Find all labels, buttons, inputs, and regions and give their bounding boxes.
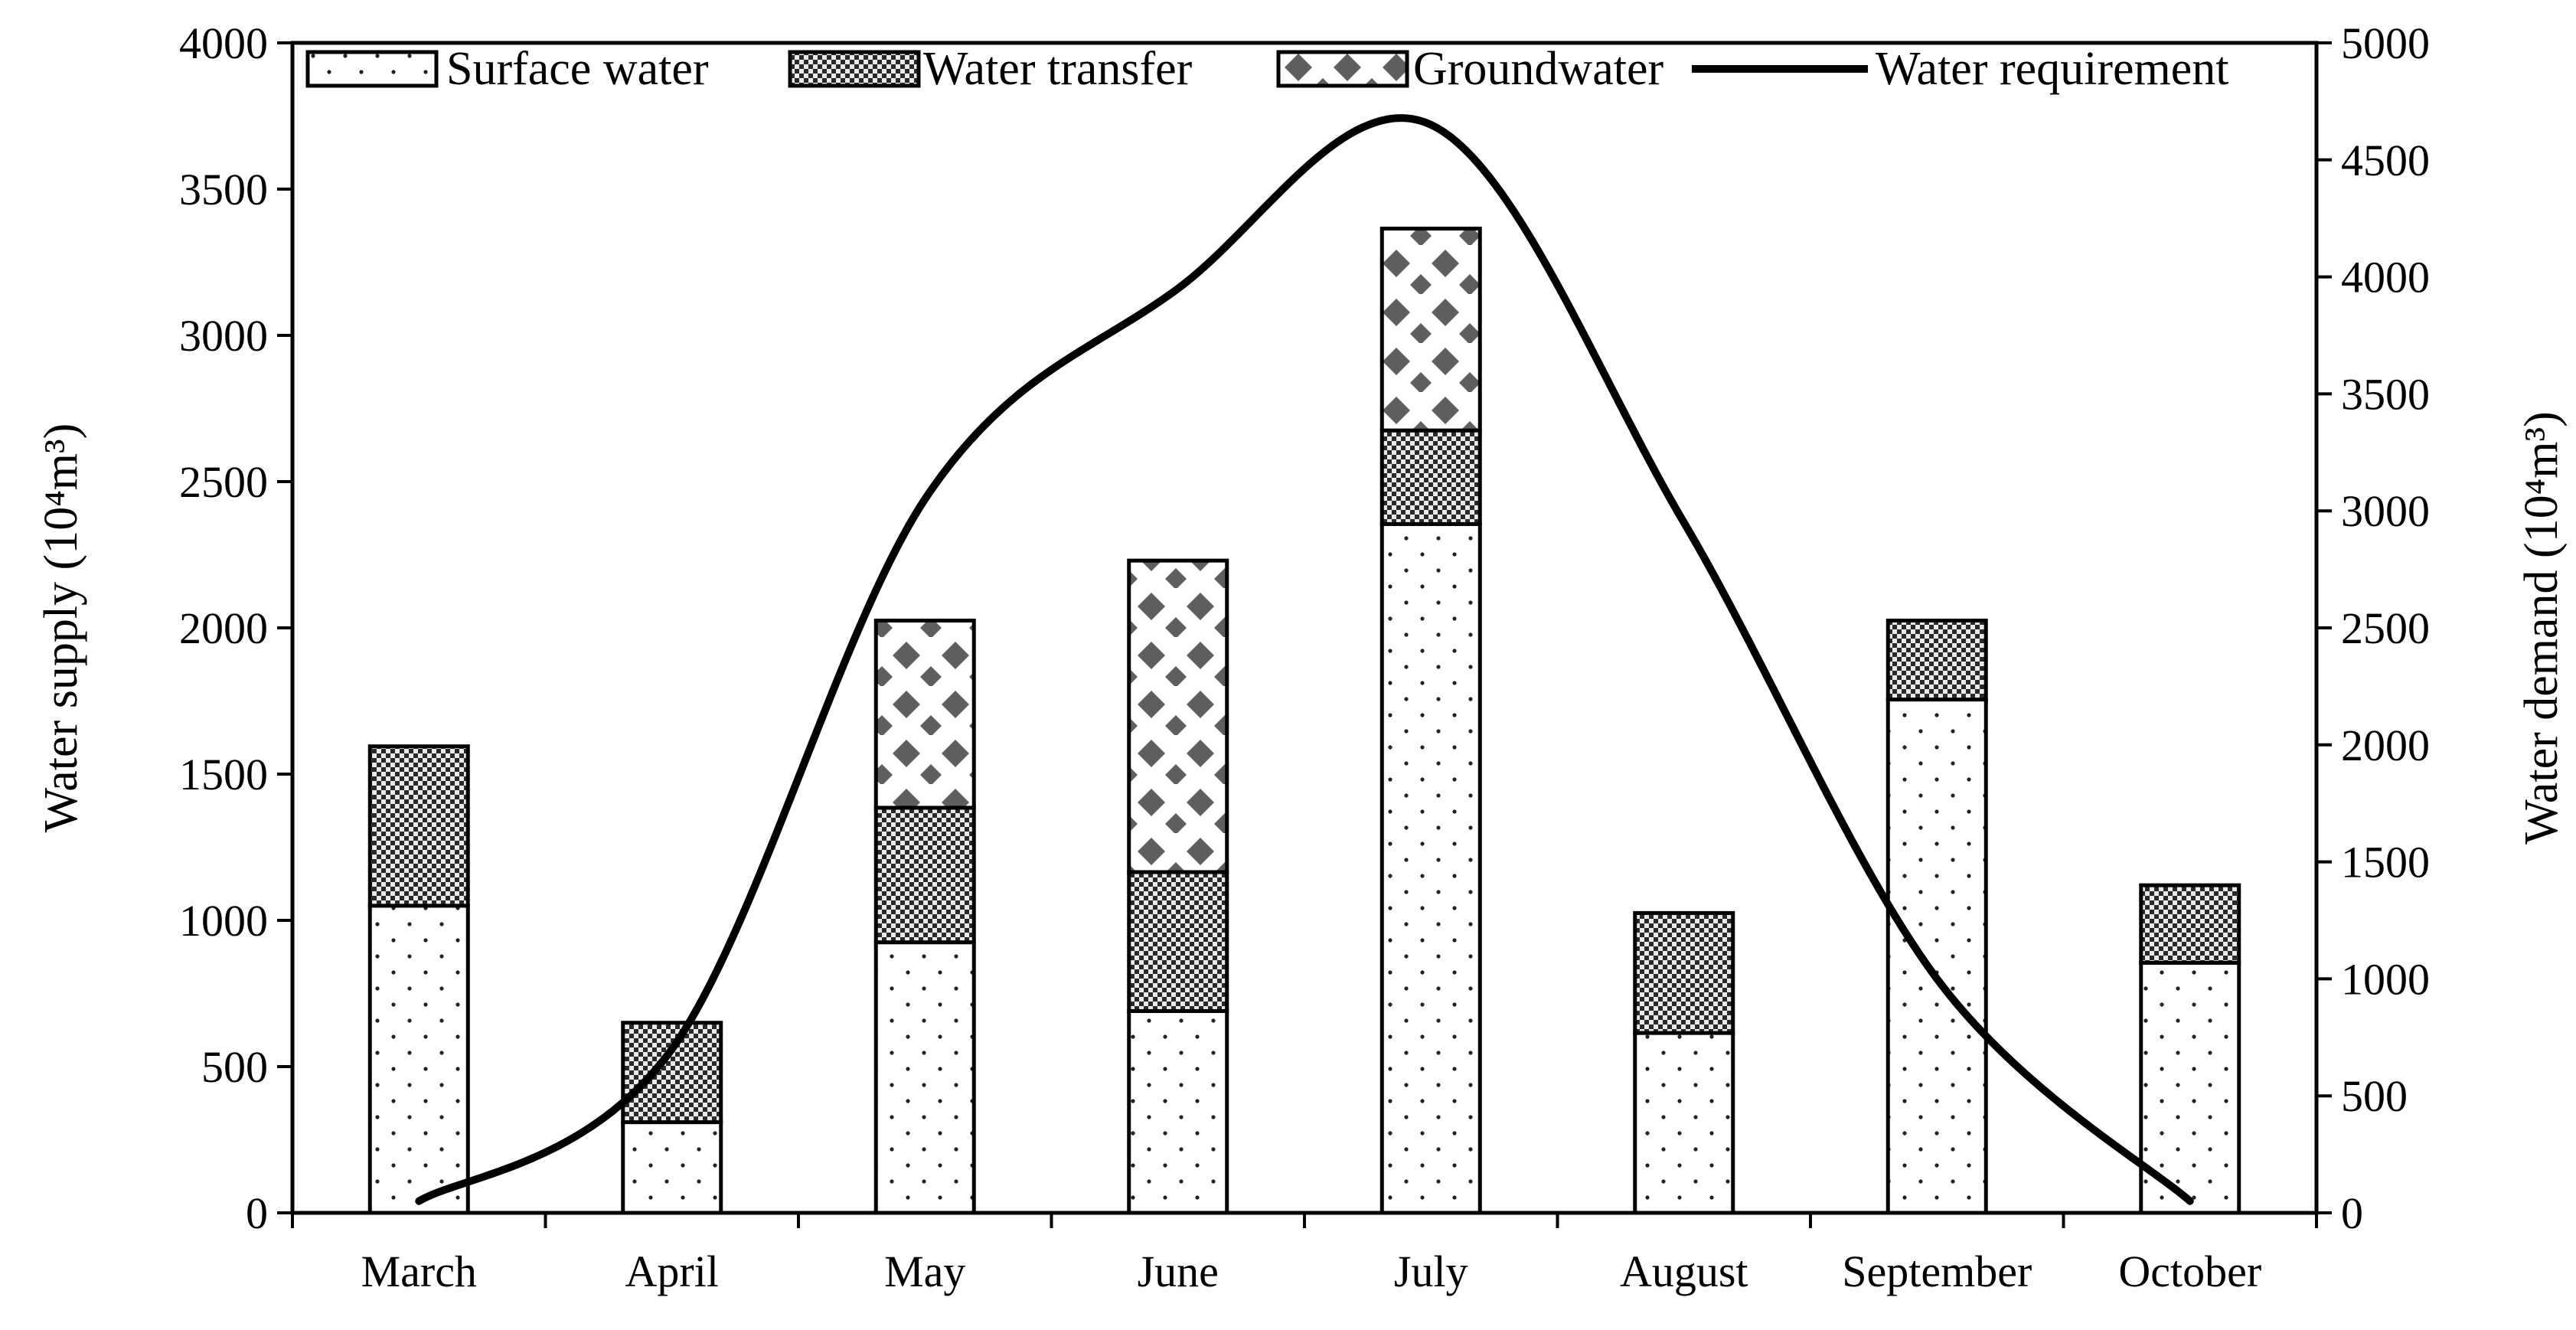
bar-surface-water-march bbox=[367, 904, 470, 1215]
right-axis-tick-label: 3500 bbox=[2341, 369, 2430, 419]
bar-surface-water-october bbox=[2139, 960, 2241, 1215]
left-axis-tick-label: 3500 bbox=[179, 165, 268, 214]
bar-surface-water-june bbox=[1127, 1008, 1229, 1215]
legend-swatch-groundwater bbox=[1276, 50, 1409, 88]
right-axis-title: Water demand (10⁴m³) bbox=[2516, 411, 2568, 844]
x-axis-label-march: March bbox=[361, 1247, 477, 1296]
bar-groundwater-july bbox=[1379, 227, 1482, 433]
bar-water-transfer-october bbox=[2139, 883, 2241, 965]
bar-water-transfer-april bbox=[621, 1021, 723, 1125]
left-axis-tick-label: 2500 bbox=[179, 457, 268, 507]
legend-label-water-requirement: Water requirement bbox=[1876, 43, 2229, 95]
bar-surface-water-august bbox=[1633, 1031, 1735, 1215]
axes-layer: 0 500 1000 1500 2000 2500 3000 3500 4000 0 500 1000… bbox=[179, 18, 2430, 1296]
left-axis-tick-label: 3000 bbox=[179, 311, 268, 361]
right-axis-tick-label: 4500 bbox=[2341, 136, 2430, 185]
bar-water-transfer-september bbox=[1885, 618, 1988, 702]
right-axis-tick-label: 1500 bbox=[2341, 838, 2430, 887]
bar-water-transfer-august bbox=[1633, 910, 1735, 1035]
legend-swatch-surface-water bbox=[305, 50, 439, 88]
right-axis-tick-label: 500 bbox=[2341, 1071, 2408, 1121]
right-axis-tick-label: 5000 bbox=[2341, 18, 2430, 68]
bar-groundwater-may bbox=[873, 618, 976, 810]
bar-surface-water-april bbox=[621, 1120, 723, 1215]
left-axis-tick-label: 4000 bbox=[179, 18, 268, 68]
bar-water-transfer-may bbox=[873, 806, 976, 945]
line-layer bbox=[415, 114, 2194, 1205]
legend-swatch-water-transfer bbox=[788, 50, 921, 88]
bar-water-transfer-march bbox=[367, 744, 470, 908]
right-axis-tick-label: 2000 bbox=[2341, 721, 2430, 770]
bar-water-transfer-july bbox=[1379, 428, 1482, 526]
x-axis-label-september: September bbox=[1842, 1247, 2032, 1296]
right-axis-tick-label: 2500 bbox=[2341, 603, 2430, 653]
left-axis-tick-label: 500 bbox=[201, 1042, 268, 1092]
legend-label-water-transfer: Water transfer bbox=[923, 43, 1193, 95]
x-axis-label-october: October bbox=[2118, 1247, 2261, 1296]
bars-layer bbox=[367, 227, 2241, 1215]
left-axis-title: Water supply (10⁴m³) bbox=[35, 423, 87, 833]
left-axis-tick-label: 0 bbox=[246, 1188, 268, 1238]
x-axis-label-april: April bbox=[625, 1247, 719, 1296]
bar-groundwater-june bbox=[1127, 558, 1229, 874]
right-axis-tick-label: 1000 bbox=[2341, 954, 2430, 1004]
left-axis-tick-label: 1000 bbox=[179, 896, 268, 946]
bar-surface-water-may bbox=[873, 940, 976, 1215]
right-axis-tick-label: 4000 bbox=[2341, 253, 2430, 302]
plot-frame bbox=[290, 41, 2319, 1215]
x-axis-label-august: August bbox=[1620, 1247, 1748, 1296]
left-axis-tick-label: 1500 bbox=[179, 750, 268, 799]
legend: Surface water Water transfer Groundwater… bbox=[305, 43, 2229, 95]
x-axis-label-june: June bbox=[1138, 1247, 1219, 1296]
left-axis-tick-label: 2000 bbox=[179, 603, 268, 653]
bar-water-transfer-june bbox=[1127, 870, 1229, 1013]
legend-label-surface-water: Surface water bbox=[446, 43, 709, 95]
x-axis-label-may: May bbox=[884, 1247, 965, 1296]
legend-label-groundwater: Groundwater bbox=[1413, 43, 1663, 95]
bar-surface-water-july bbox=[1379, 521, 1482, 1215]
x-axis-label-july: July bbox=[1394, 1247, 1468, 1296]
right-axis-tick-label: 3000 bbox=[2341, 486, 2430, 536]
right-axis-tick-label: 0 bbox=[2341, 1188, 2363, 1238]
bar-surface-water-september bbox=[1885, 698, 1988, 1215]
line-water-requirement bbox=[415, 114, 2194, 1205]
